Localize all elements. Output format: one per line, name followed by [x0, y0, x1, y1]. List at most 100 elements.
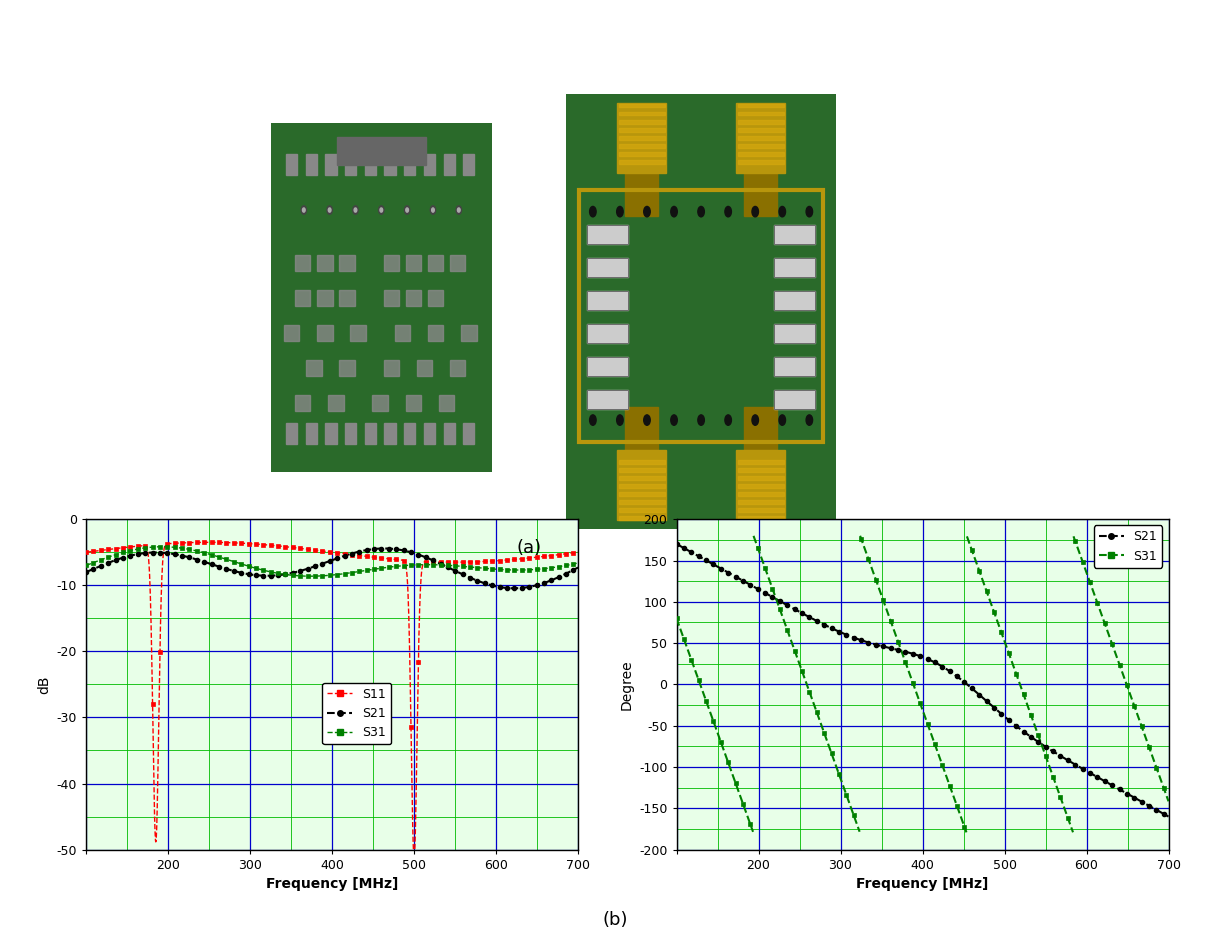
- Bar: [588, 225, 629, 244]
- Circle shape: [328, 208, 331, 212]
- Bar: [625, 407, 658, 459]
- Bar: [617, 450, 665, 520]
- Bar: [738, 500, 784, 504]
- Circle shape: [327, 206, 332, 214]
- Bar: [774, 258, 814, 278]
- Bar: [306, 154, 317, 176]
- Bar: [619, 516, 664, 520]
- Bar: [738, 143, 784, 148]
- Bar: [619, 483, 664, 488]
- Bar: [439, 396, 454, 411]
- Bar: [428, 291, 443, 306]
- Circle shape: [670, 207, 678, 217]
- Bar: [774, 291, 814, 311]
- Bar: [579, 190, 823, 442]
- Bar: [619, 127, 664, 131]
- Circle shape: [380, 208, 383, 212]
- Bar: [744, 407, 777, 459]
- Circle shape: [589, 207, 597, 217]
- Bar: [619, 492, 664, 496]
- Bar: [619, 104, 664, 108]
- Bar: [774, 258, 814, 278]
- Circle shape: [458, 208, 460, 212]
- Circle shape: [301, 206, 306, 214]
- Circle shape: [697, 414, 705, 426]
- Bar: [337, 137, 426, 164]
- Bar: [738, 152, 784, 156]
- Bar: [588, 225, 629, 244]
- Bar: [295, 256, 310, 271]
- Bar: [406, 396, 421, 411]
- Bar: [346, 423, 357, 444]
- Bar: [385, 154, 396, 176]
- Bar: [384, 291, 399, 306]
- Bar: [774, 225, 814, 244]
- Bar: [395, 326, 410, 341]
- Bar: [738, 127, 784, 131]
- Bar: [385, 423, 396, 444]
- Bar: [326, 154, 337, 176]
- Bar: [428, 326, 443, 341]
- Bar: [738, 476, 784, 480]
- Bar: [738, 160, 784, 164]
- Bar: [619, 508, 664, 512]
- Bar: [417, 361, 432, 376]
- Bar: [588, 390, 629, 410]
- Bar: [774, 324, 814, 344]
- Bar: [744, 164, 777, 216]
- Bar: [428, 256, 443, 271]
- Bar: [774, 390, 814, 410]
- Bar: [738, 104, 784, 108]
- Bar: [738, 111, 784, 115]
- Circle shape: [670, 414, 678, 426]
- Bar: [295, 291, 310, 306]
- Bar: [619, 152, 664, 156]
- Bar: [424, 154, 435, 176]
- Bar: [444, 423, 455, 444]
- Bar: [328, 396, 343, 411]
- Legend: S11, S21, S31: S11, S21, S31: [322, 683, 391, 744]
- Bar: [464, 423, 475, 444]
- Circle shape: [752, 414, 759, 426]
- Circle shape: [616, 414, 624, 426]
- Circle shape: [303, 208, 305, 212]
- Circle shape: [643, 414, 651, 426]
- Circle shape: [779, 207, 786, 217]
- Bar: [384, 256, 399, 271]
- Circle shape: [752, 207, 759, 217]
- Bar: [619, 120, 664, 124]
- Circle shape: [697, 207, 705, 217]
- Text: (b): (b): [603, 911, 627, 930]
- Bar: [450, 361, 465, 376]
- Bar: [738, 492, 784, 496]
- Bar: [588, 258, 629, 278]
- Bar: [738, 467, 784, 472]
- Bar: [295, 396, 310, 411]
- Bar: [625, 164, 658, 216]
- Bar: [317, 291, 332, 306]
- Circle shape: [724, 207, 732, 217]
- Bar: [450, 256, 465, 271]
- Bar: [774, 324, 814, 344]
- Bar: [405, 154, 416, 176]
- Circle shape: [430, 206, 435, 214]
- Bar: [287, 154, 298, 176]
- Bar: [287, 423, 298, 444]
- Bar: [406, 291, 421, 306]
- Bar: [406, 256, 421, 271]
- Bar: [424, 423, 435, 444]
- Bar: [284, 326, 299, 341]
- Bar: [619, 143, 664, 148]
- Bar: [588, 258, 629, 278]
- Bar: [738, 508, 784, 512]
- Bar: [619, 160, 664, 164]
- Circle shape: [616, 207, 624, 217]
- Bar: [774, 357, 814, 377]
- Bar: [339, 256, 354, 271]
- Bar: [774, 291, 814, 311]
- Bar: [774, 225, 814, 244]
- Circle shape: [724, 414, 732, 426]
- Bar: [737, 103, 785, 173]
- Bar: [588, 324, 629, 344]
- Circle shape: [589, 414, 597, 426]
